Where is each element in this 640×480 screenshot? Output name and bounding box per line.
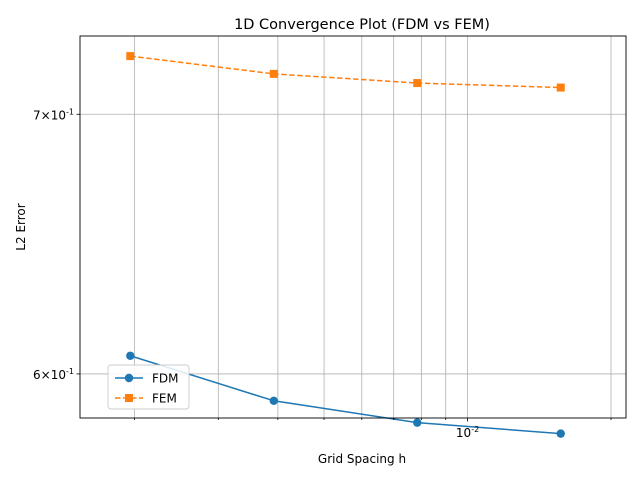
legend-label-fdm: FDM	[152, 372, 179, 386]
legend-marker-fdm	[124, 373, 134, 383]
data-point-fdm	[269, 396, 278, 405]
data-point-fem	[269, 69, 278, 78]
plot-frame	[79, 35, 627, 419]
data-point-fdm	[556, 429, 565, 438]
series-line-fdm	[130, 355, 561, 435]
data-point-fdm	[126, 351, 135, 360]
chart-title: 1D Convergence Plot (FDM vs FEM)	[234, 17, 490, 33]
grid-layer	[80, 36, 626, 418]
y-tick-label: 7×10-1	[33, 107, 74, 122]
legend-label-fem: FEM	[152, 392, 177, 406]
y-axis-label: L2 Error	[14, 203, 28, 250]
x-axis-label: Grid Spacing h	[318, 452, 406, 466]
series-line-fem	[130, 55, 561, 89]
x-tick-label: 10-2	[456, 425, 479, 440]
series-layer	[126, 52, 565, 438]
y-tick-label: 6×10-1	[33, 367, 74, 382]
data-point-fem	[126, 52, 135, 61]
legend: FDM FEM	[107, 364, 190, 410]
data-point-fem	[413, 79, 422, 88]
tick-layer: 10-2 6×10-1 7×10-1	[33, 107, 612, 440]
data-point-fdm	[413, 418, 422, 427]
data-point-fem	[556, 83, 565, 92]
legend-marker-fem	[125, 394, 133, 402]
